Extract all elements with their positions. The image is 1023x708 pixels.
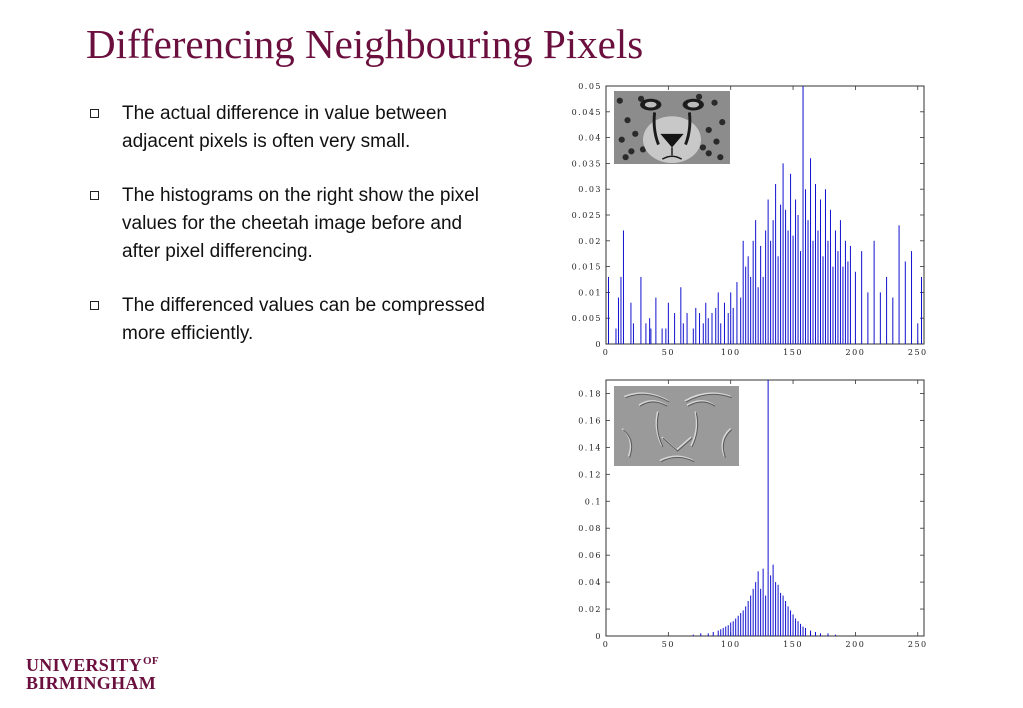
- y-tick-label: 0.035: [572, 159, 602, 168]
- bullet-item: The actual difference in value between a…: [88, 100, 488, 156]
- y-tick-label: 0.14: [578, 443, 602, 452]
- logo-of: OF: [143, 655, 159, 667]
- y-tick-label: 0.1: [585, 497, 602, 506]
- y-tick-label: 0.02: [578, 605, 602, 614]
- y-tick-label: 0.03: [578, 185, 602, 194]
- differenced-cheetah-thumbnail: [614, 386, 739, 466]
- y-tick-label: 0.08: [578, 524, 602, 533]
- bullet-item: The histograms on the right show the pix…: [88, 182, 488, 266]
- slide-title: Differencing Neighbouring Pixels: [86, 21, 644, 67]
- logo-line2: BIRMINGHAM: [26, 673, 156, 693]
- y-tick-label: 0.02: [578, 237, 602, 246]
- cheetah-thumbnail: [614, 91, 730, 164]
- original-histogram-chart: 0 0.005 0.01 0.015 0.02 0.025 0.03 0.035 0.04 0.0…: [572, 82, 928, 357]
- y-tick-label: 0.04: [578, 578, 602, 587]
- y-tick-label: 0.16: [578, 416, 602, 425]
- x-tick-label: 200: [846, 348, 866, 357]
- y-tick-label: 0.04: [578, 134, 602, 143]
- x-tick-label: 100: [721, 640, 741, 649]
- y-tick-label: 0.005: [572, 314, 602, 323]
- x-tick-label: 100: [721, 348, 741, 357]
- logo-university: UNIVERSITY: [26, 655, 143, 675]
- logo-line1: UNIVERSITYOF: [26, 652, 159, 674]
- y-tick-label: 0.015: [572, 263, 602, 272]
- y-tick-label: 0.025: [572, 211, 602, 220]
- y-tick-label: 0.06: [578, 551, 602, 560]
- y-tick-label: 0.05: [578, 82, 602, 91]
- x-tick-label: 50: [662, 640, 675, 649]
- y-tick-label: 0: [595, 340, 602, 349]
- bullet-text: The differenced values can be compressed…: [122, 295, 485, 344]
- x-tick-label: 50: [662, 348, 675, 357]
- hollow-square-bullet-icon: [90, 301, 99, 310]
- y-tick-label: 0.01: [578, 288, 602, 297]
- y-tick-label: 0.045: [572, 108, 602, 117]
- x-tick-label: 150: [783, 640, 803, 649]
- x-tick-label: 150: [783, 348, 803, 357]
- x-tick-label: 250: [908, 640, 928, 649]
- y-tick-label: 0.18: [578, 389, 602, 398]
- university-logo: UNIVERSITYOF BIRMINGHAM: [26, 652, 159, 693]
- x-tick-label: 0: [603, 640, 610, 649]
- x-tick-label: 200: [846, 640, 866, 649]
- x-tick-label: 0: [603, 348, 610, 357]
- bullet-list: The actual difference in value between a…: [88, 100, 488, 374]
- bullet-item: The differenced values can be compressed…: [88, 292, 488, 348]
- y-tick-label: 0.12: [578, 470, 602, 479]
- hollow-square-bullet-icon: [90, 191, 99, 200]
- differenced-histogram-chart: 0 0.02 0.04 0.06 0.08 0.1 0.12 0.14 0.16 0.18 0 50 1…: [578, 379, 928, 649]
- y-tick-label: 0: [595, 632, 602, 641]
- hollow-square-bullet-icon: [90, 109, 99, 118]
- bullet-text: The histograms on the right show the pix…: [122, 185, 479, 262]
- x-tick-label: 250: [908, 348, 928, 357]
- bullet-text: The actual difference in value between a…: [122, 103, 447, 152]
